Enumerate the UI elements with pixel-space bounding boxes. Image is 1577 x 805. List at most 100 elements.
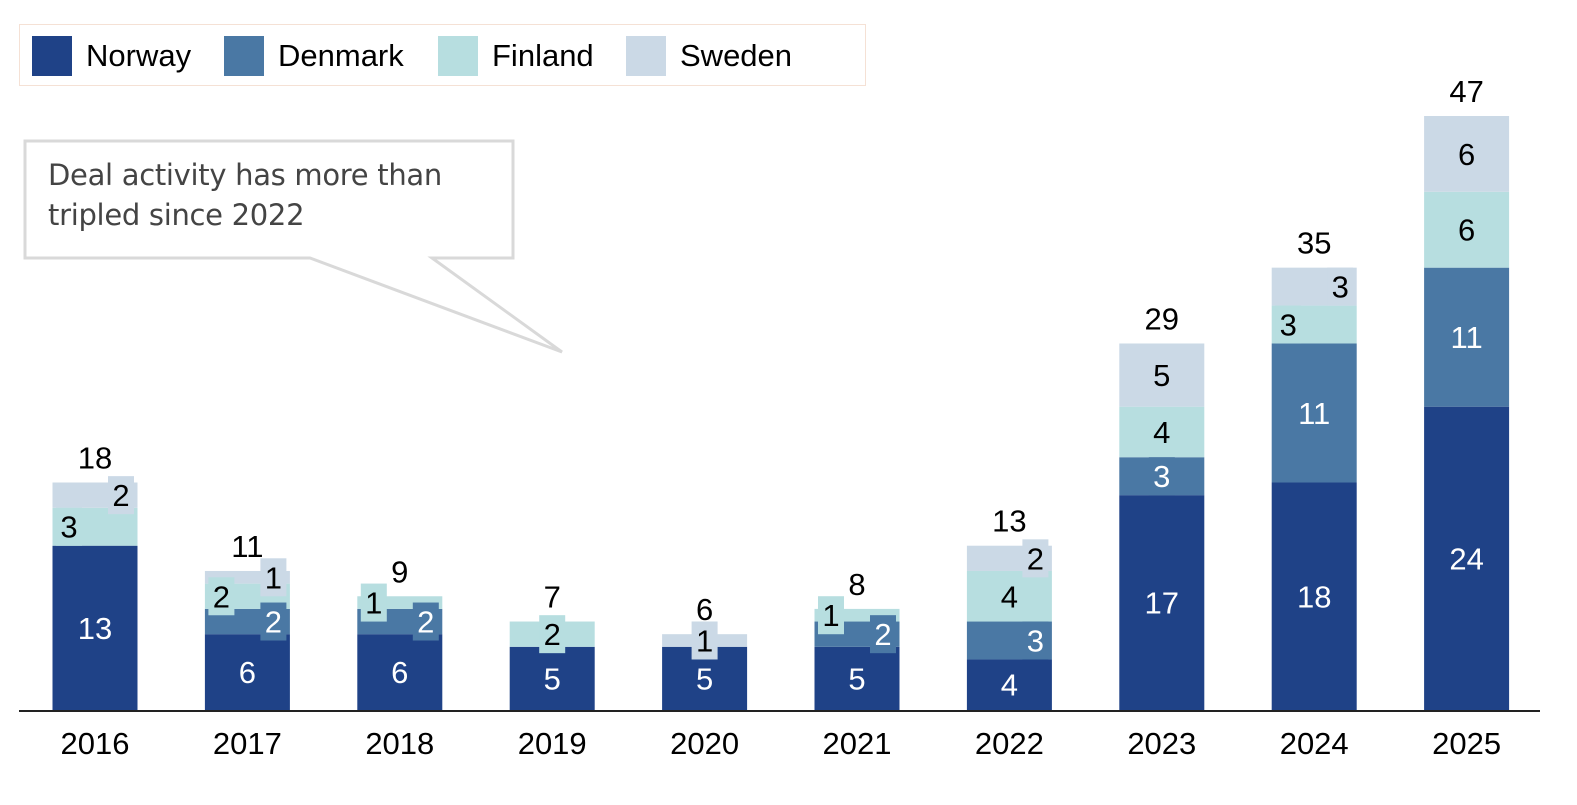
total-label-2017: 11	[231, 529, 263, 564]
segment-label-norway-2019: 5	[544, 661, 561, 696]
legend-item-sweden: Sweden	[626, 36, 792, 76]
segment-label-denmark-2024: 11	[1298, 396, 1330, 431]
callout-line-2: tripled since 2022	[48, 198, 305, 232]
legend-label-norway: Norway	[86, 38, 192, 73]
bar-segment-finland-2025	[1424, 191, 1510, 268]
segment-label-denmark-2017: 2	[265, 605, 282, 640]
segment-label-bg-finland-2021	[818, 596, 844, 635]
x-tick-label-2024: 2024	[1280, 726, 1349, 761]
segment-label-norway-2023: 17	[1145, 586, 1179, 621]
segment-label-finland-2018: 1	[365, 586, 382, 621]
segment-label-bg-sweden-2024	[1327, 267, 1354, 306]
callout-line-1: Deal activity has more than	[48, 158, 442, 192]
segment-label-finland-2022: 4	[1001, 579, 1018, 614]
segment-label-denmark-2025: 11	[1451, 320, 1483, 355]
bar-segment-finland-2022	[966, 570, 1052, 622]
legend-label-sweden: Sweden	[680, 38, 793, 73]
x-tick-label-2023: 2023	[1127, 726, 1196, 761]
bar-segment-norway-2025	[1424, 406, 1510, 710]
x-tick-labels: 2016 2017 2018 2019 2020 2021 2022 2023 2024 2025	[61, 726, 1502, 761]
bar-segment-norway-2017	[204, 634, 290, 710]
segment-label-finland-2024: 3	[1280, 308, 1297, 343]
chart-legend: Norway Denmark Finland Sweden	[19, 24, 866, 86]
segment-label-bg-sweden-2017	[260, 558, 287, 597]
segment-label-bg-finland-2024	[1275, 305, 1302, 344]
segment-label-norway-2016: 13	[78, 611, 112, 646]
legend-item-denmark: Denmark	[224, 36, 404, 76]
segment-label-sweden-2020: 1	[696, 623, 713, 658]
total-label-2018: 9	[391, 554, 408, 589]
segment-label-denmark-2021: 2	[874, 617, 891, 652]
segment-label-denmark-2022: 3	[1027, 623, 1044, 658]
segment-label-finland-2016: 3	[60, 510, 77, 545]
bar-segment-norway-2018	[357, 634, 443, 710]
x-tick-label-2017: 2017	[213, 726, 282, 761]
segment-label-sweden-2017: 1	[265, 560, 282, 595]
total-label-2025: 47	[1449, 74, 1483, 109]
x-tick-label-2018: 2018	[365, 726, 434, 761]
callout-bubble	[23, 139, 563, 354]
bar-segment-norway-2019	[509, 646, 595, 710]
x-tick-label-2016: 2016	[61, 726, 130, 761]
total-label-2023: 29	[1145, 301, 1179, 336]
legend-swatch-finland	[438, 36, 478, 76]
x-tick-label-2020: 2020	[670, 726, 739, 761]
segment-label-bg-finland-2019	[539, 615, 566, 654]
bar-segment-norway-2024	[1271, 482, 1357, 710]
x-tick-label-2025: 2025	[1432, 726, 1501, 761]
segment-label-finland-2019: 2	[544, 617, 561, 652]
callout-text: Deal activity has more than tripled sinc…	[48, 155, 508, 235]
bar-segment-finland-2023	[1119, 406, 1205, 458]
total-label-2020: 6	[696, 592, 713, 627]
segment-label-finland-2021: 1	[822, 598, 839, 633]
total-label-2019: 7	[544, 580, 561, 615]
segment-label-sweden-2025: 6	[1458, 137, 1475, 172]
callout-shape	[23, 139, 563, 354]
bar-segment-norway-2022	[966, 659, 1052, 710]
segment-label-finland-2023: 4	[1153, 415, 1170, 450]
bar-segment-norway-2023	[1119, 495, 1205, 710]
legend-label-finland: Finland	[492, 38, 594, 73]
segment-label-sweden-2022: 2	[1027, 541, 1044, 576]
segment-label-bg-sweden-2016	[108, 476, 134, 515]
bar-segment-norway-2021	[814, 646, 900, 710]
total-label-2016: 18	[78, 441, 112, 476]
segment-label-sweden-2024: 3	[1332, 270, 1349, 305]
bar-segment-denmark-2024	[1271, 343, 1357, 483]
legend-item-norway: Norway	[32, 36, 191, 76]
legend-swatch-denmark	[224, 36, 264, 76]
segment-label-sweden-2023: 5	[1153, 358, 1170, 393]
segment-label-denmark-2018: 2	[417, 605, 434, 640]
segment-label-norway-2018: 6	[391, 655, 408, 690]
bar-segment-sweden-2023	[1119, 343, 1205, 407]
segment-label-norway-2022: 4	[1001, 668, 1018, 703]
labels-group: 1332186221116219527516521843421317345291…	[56, 74, 1484, 703]
segment-label-bg-denmark-2022	[1022, 621, 1049, 660]
legend-swatch-sweden	[626, 36, 666, 76]
total-label-2021: 8	[848, 567, 865, 602]
segment-label-norway-2021: 5	[848, 661, 865, 696]
x-tick-label-2022: 2022	[975, 726, 1044, 761]
bar-segment-denmark-2025	[1424, 267, 1510, 407]
segment-label-finland-2017: 2	[213, 579, 230, 614]
segment-label-bg-sweden-2022	[1022, 539, 1049, 578]
bar-segment-sweden-2025	[1424, 116, 1510, 192]
segment-label-norway-2020: 5	[696, 661, 713, 696]
legend-swatch-norway	[32, 36, 72, 76]
x-tick-label-2021: 2021	[823, 726, 892, 761]
segment-label-bg-sweden-2020	[691, 621, 718, 660]
segment-label-bg-denmark-2017	[260, 602, 287, 641]
segment-label-denmark-2023: 3	[1153, 459, 1170, 494]
total-label-2022: 13	[992, 504, 1026, 539]
segment-label-norway-2017: 6	[239, 655, 256, 690]
total-label-2024: 35	[1297, 226, 1331, 261]
segment-label-finland-2025: 6	[1458, 213, 1475, 248]
segment-label-norway-2024: 18	[1297, 579, 1331, 614]
segment-label-bg-finland-2018	[360, 583, 387, 622]
bar-segment-norway-2016	[52, 545, 138, 710]
segment-label-bg-denmark-2021	[870, 615, 896, 654]
segment-label-bg-finland-2017	[208, 577, 235, 616]
legend-item-finland: Finland	[438, 36, 594, 76]
x-tick-label-2019: 2019	[518, 726, 587, 761]
